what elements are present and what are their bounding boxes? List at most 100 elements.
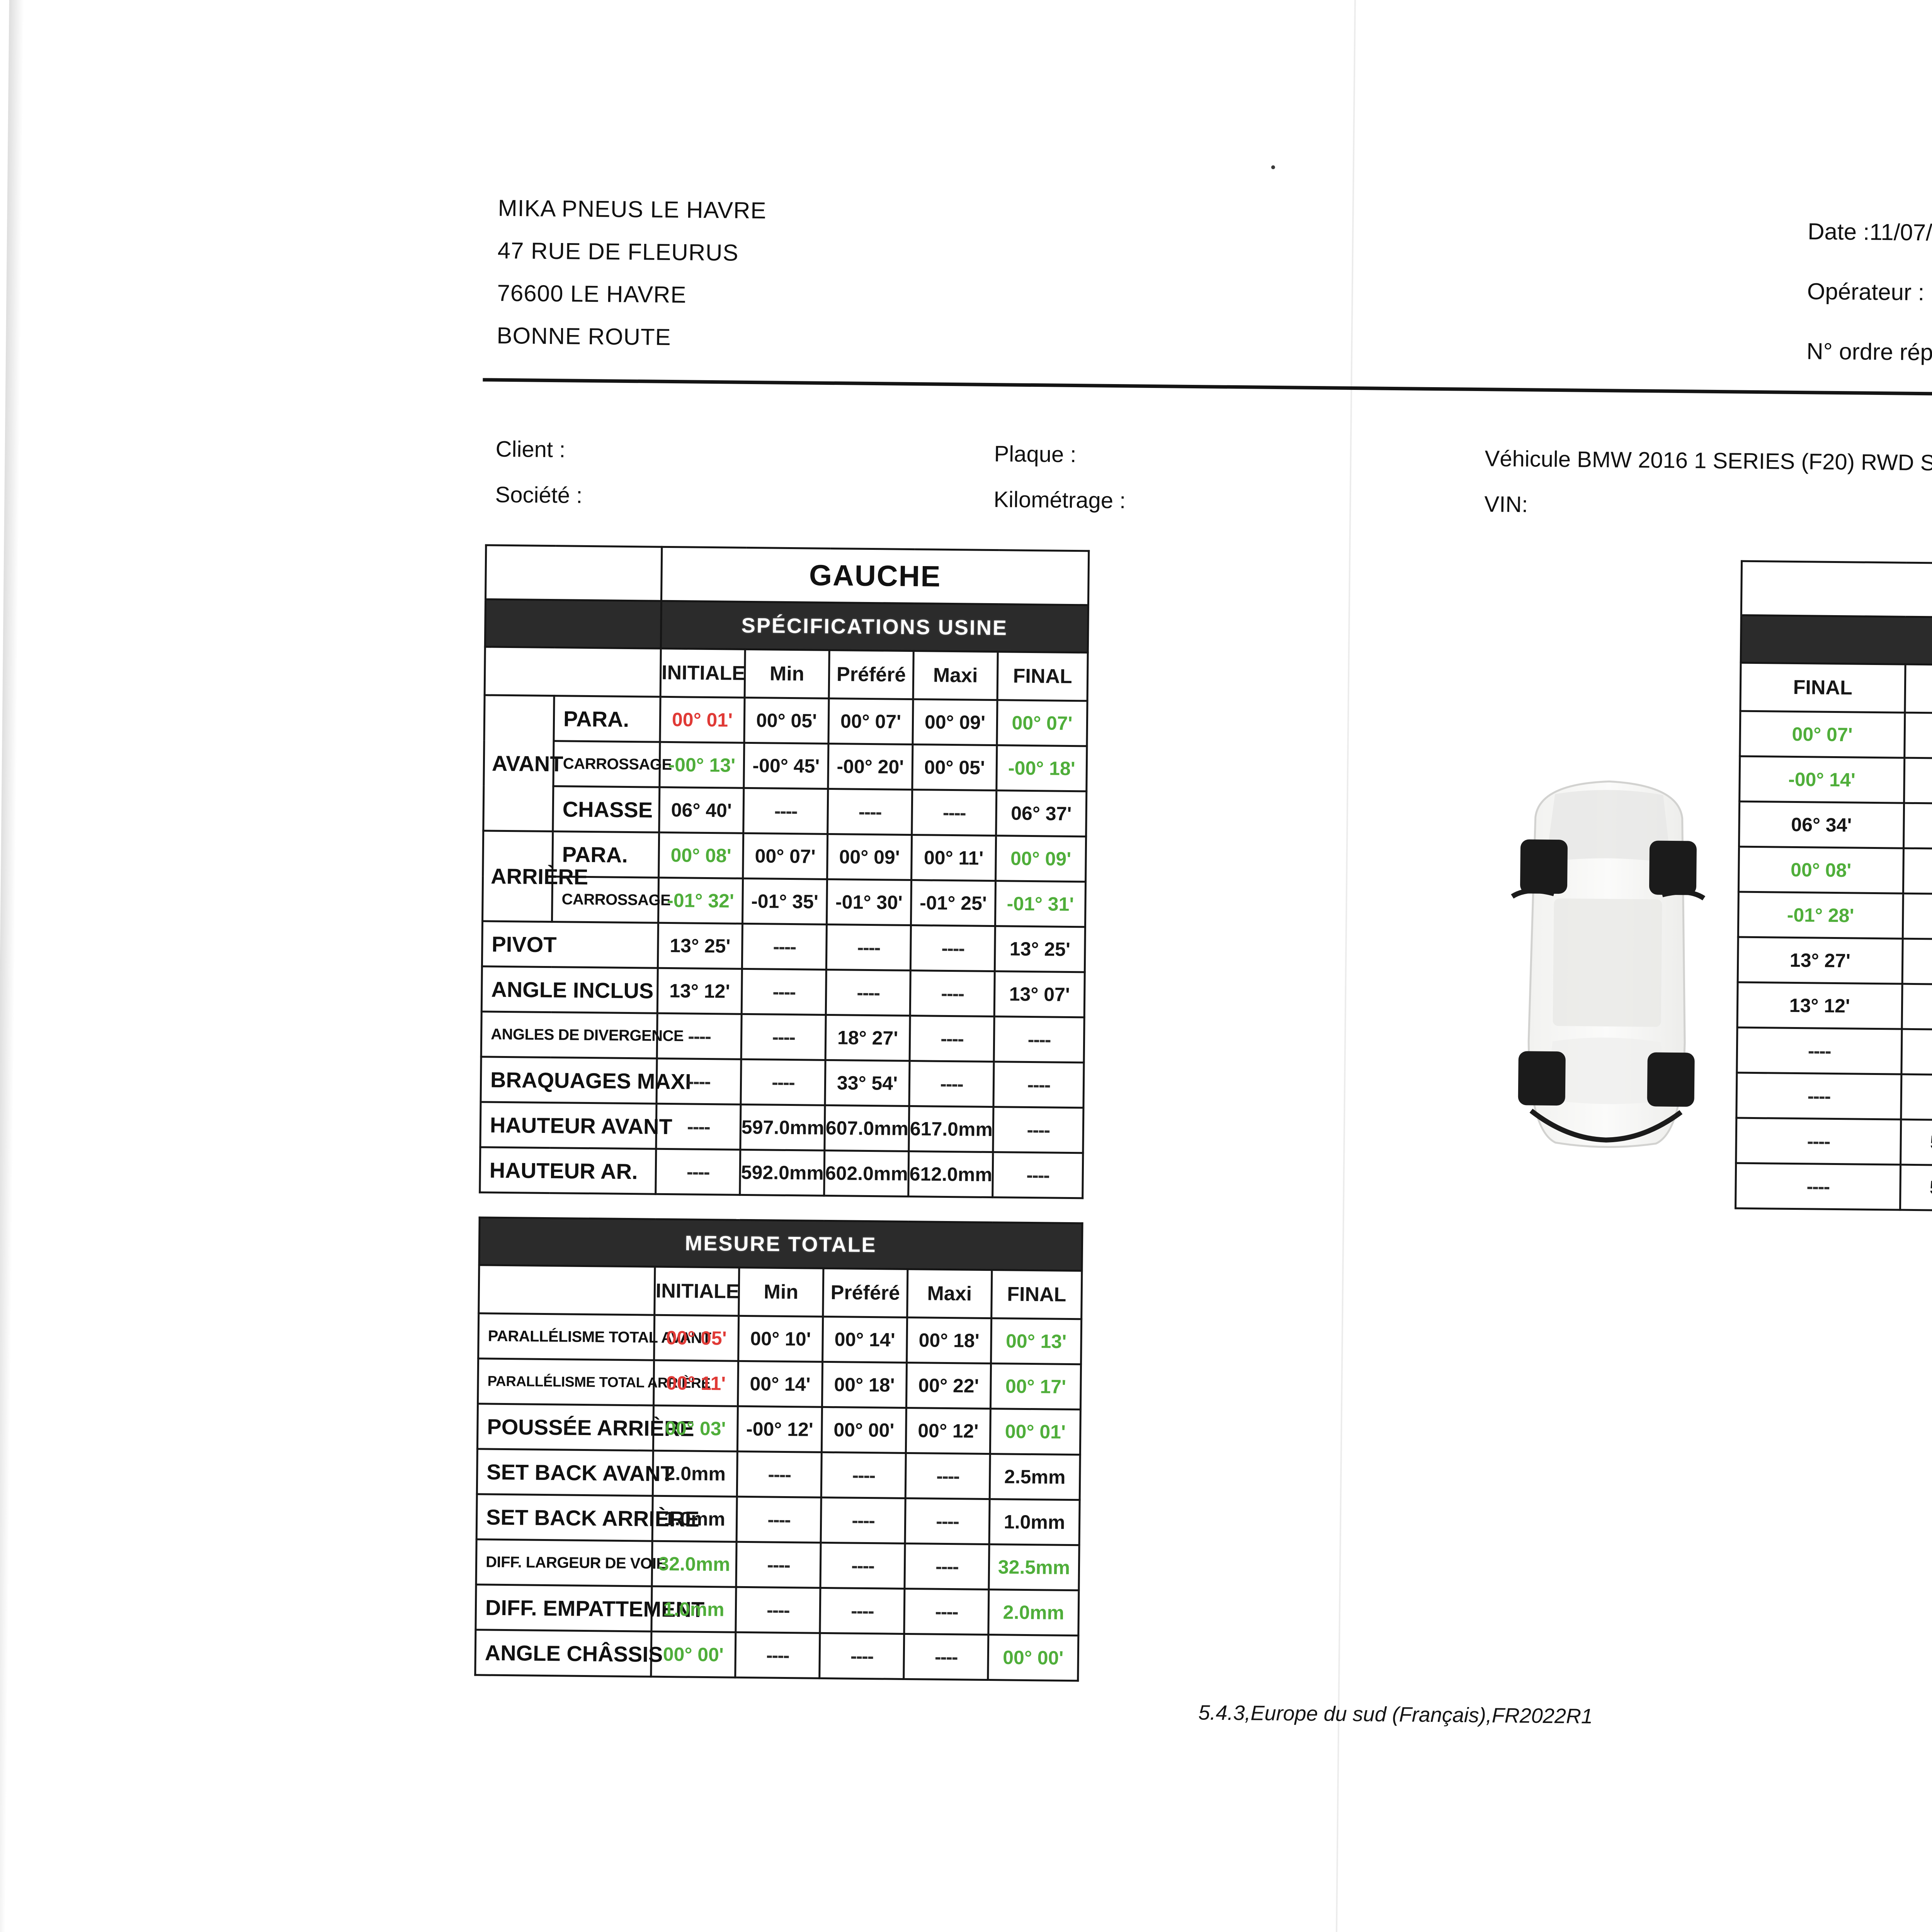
gauche-value: 00° 07' xyxy=(743,833,828,879)
total-value: 00° 13' xyxy=(991,1318,1082,1364)
axle-label-rear: ARRIÈRE xyxy=(482,830,588,922)
gauche-value: ---- xyxy=(743,788,828,834)
wheel-front-left xyxy=(1520,839,1568,894)
gauche-value: 00° 08' xyxy=(658,832,743,879)
total-value: 00° 03' xyxy=(653,1405,738,1452)
total-value: 00° 00' xyxy=(651,1631,736,1678)
total-value: ---- xyxy=(737,1451,822,1498)
gauche-value: -01° 35' xyxy=(742,878,827,925)
droit-title: DROIT xyxy=(1741,561,1932,622)
gauche-value: -01° 30' xyxy=(827,879,912,925)
gauche-row-label: HAUTEUR AVANT xyxy=(480,1102,672,1149)
page-edge-shadow xyxy=(0,0,24,1932)
shop-address: MIKA PNEUS LE HAVRE 47 RUE DE FLEURUS 76… xyxy=(497,187,767,360)
mileage-field: Kilométrage : xyxy=(993,487,1126,514)
total-row-label: DIFF. LARGEUR DE VOIE xyxy=(476,1539,667,1587)
total-value: -00° 12' xyxy=(737,1406,822,1452)
shop-street: 47 RUE DE FLEURUS xyxy=(497,237,739,266)
paper-fold-line xyxy=(1335,0,1356,1932)
gauche-value: 607.0mm xyxy=(824,1105,909,1151)
droit-value: 00° 07' xyxy=(1903,848,1932,895)
windshield xyxy=(1546,790,1671,863)
total-value: ---- xyxy=(736,1497,821,1543)
gauche-value: ---- xyxy=(993,1107,1083,1153)
gauche-row-label: CHASSE xyxy=(553,786,660,833)
operator-field: Opérateur : xyxy=(1807,278,1925,306)
total-value: ---- xyxy=(905,1453,990,1499)
gauche-value: ---- xyxy=(912,789,997,836)
total-row-label: POUSSÉE ARRIÈRE xyxy=(477,1403,694,1451)
car-roof xyxy=(1553,898,1662,1027)
total-value: 00° 18' xyxy=(906,1317,992,1364)
gauche-corner xyxy=(485,545,662,601)
gauche-value: 06° 37' xyxy=(996,790,1087,837)
gauche-value: ---- xyxy=(992,1152,1083,1198)
gauche-row-label: PARA. xyxy=(553,696,661,742)
gauche-column-header: INITIALE xyxy=(660,648,745,698)
gauche-value: ---- xyxy=(742,923,827,970)
gauche-value: 00° 09' xyxy=(995,835,1086,882)
droit-value: ---- xyxy=(1736,1027,1902,1075)
droit-spec-band: SPÉCIFICATIONS USINE xyxy=(1741,615,1932,670)
header-divider xyxy=(483,378,1932,401)
droit-value: -00° 45' xyxy=(1904,758,1932,804)
gauche-column-header: Min xyxy=(745,649,830,699)
droit-value: -01° 28' xyxy=(1738,892,1903,939)
total-value: ---- xyxy=(903,1634,988,1680)
gauche-value: 06° 40' xyxy=(659,787,744,833)
droit-value: 597.0mm xyxy=(1900,1119,1932,1166)
gauche-row-label: PIVOT xyxy=(482,921,658,968)
droit-value: ---- xyxy=(1901,984,1932,1031)
gauche-value: 00° 09' xyxy=(827,834,912,880)
droit-value: 06° 34' xyxy=(1739,801,1904,849)
gauche-value: -00° 20' xyxy=(828,743,913,790)
total-value: ---- xyxy=(904,1543,990,1590)
droit-value: 13° 12' xyxy=(1737,982,1902,1029)
gauche-value: 18° 27' xyxy=(825,1015,910,1061)
droit-value: 592.0mm xyxy=(1900,1165,1932,1211)
gauche-value: 13° 25' xyxy=(658,923,743,969)
gauche-value: ---- xyxy=(826,969,911,1016)
droit-value: -00° 14' xyxy=(1739,756,1905,803)
total-row-label: ANGLE CHÂSSIS xyxy=(475,1629,663,1677)
gauche-value: ---- xyxy=(993,1061,1084,1108)
johnbean-logo: JohnBean xyxy=(1846,1406,1932,1476)
wheel-rear-left xyxy=(1518,1051,1566,1106)
gauche-value: ---- xyxy=(826,924,911,971)
total-value: ---- xyxy=(735,1587,820,1633)
vehicle-diagram xyxy=(1511,780,1706,1148)
brand-tagline: Votre véhicule a été réglé avec xyxy=(1847,1372,1932,1401)
total-value: 00° 14' xyxy=(822,1316,907,1363)
vehicle-description: Véhicule BMW 2016 1 SERIES (F20) RWD Sus… xyxy=(1485,446,1932,477)
gauche-value: ---- xyxy=(740,1059,826,1105)
rear-bumper-line xyxy=(1529,1109,1683,1143)
gauche-column-header: FINAL xyxy=(997,651,1088,701)
wheel-front-right xyxy=(1649,840,1697,895)
gauche-value: 13° 07' xyxy=(994,971,1085,1017)
gauche-value: 612.0mm xyxy=(908,1151,993,1197)
total-row-label: SET BACK ARRIÈRE xyxy=(476,1494,699,1541)
droit-value: 00° 08' xyxy=(1738,847,1904,894)
total-value: 00° 11' xyxy=(653,1360,738,1406)
shop-slogan: BONNE ROUTE xyxy=(497,322,671,350)
total-value: 1.0mm xyxy=(651,1586,736,1633)
gauche-value: -01° 31' xyxy=(995,881,1086,927)
gauche-column-header: Maxi xyxy=(913,651,998,700)
gauche-value: -00° 45' xyxy=(743,743,828,789)
gauche-row-label: ANGLES DE DIVERGENCE xyxy=(481,1011,684,1059)
gauche-column-header: Préféré xyxy=(829,650,914,699)
droit-value: ---- xyxy=(1735,1163,1901,1210)
gauche-value: 13° 12' xyxy=(657,968,742,1014)
droit-value: -01° 35' xyxy=(1902,893,1932,940)
sensor-front-left xyxy=(1511,888,1555,899)
total-value: 32.0mm xyxy=(652,1541,737,1587)
scan-speck xyxy=(1271,165,1275,169)
droit-value: ---- xyxy=(1736,1118,1901,1165)
gauche-row-label: HAUTEUR AR. xyxy=(480,1147,656,1194)
gauche-value: ---- xyxy=(827,789,912,835)
gauche-value: 00° 07' xyxy=(828,698,913,745)
total-column-header: FINAL xyxy=(991,1270,1082,1319)
total-value: 32.5mm xyxy=(988,1544,1080,1590)
total-value: 00° 01' xyxy=(990,1408,1081,1455)
brand-subtitle: Appareil de Géométrie xyxy=(1846,1475,1932,1503)
